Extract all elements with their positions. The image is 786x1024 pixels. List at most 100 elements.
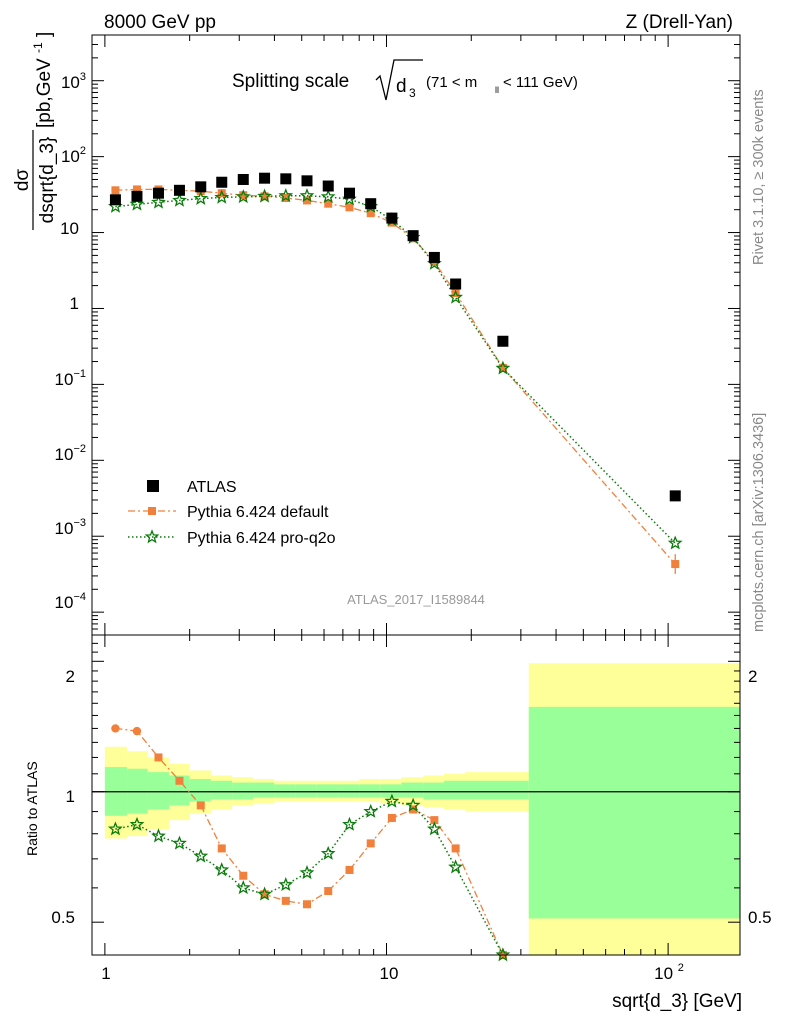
band-inner-bin: [232, 782, 254, 800]
point-pro: [448, 289, 463, 304]
ratio-point-default: [260, 890, 269, 899]
legend-label-atlas: ATLAS: [187, 479, 237, 496]
point-default: [302, 196, 311, 205]
ratio-uncertainty-bands: [104, 663, 740, 955]
point-atlas: [365, 198, 377, 210]
svg-text:Splitting scale: Splitting scale: [232, 71, 349, 92]
y-tick-1em3-exp: −3: [73, 517, 86, 529]
sqrt-symbol: [375, 59, 423, 101]
legend-label-default: Pythia 6.424 default: [187, 504, 329, 521]
ratio-point-pro: [299, 864, 315, 880]
point-default: [366, 209, 375, 218]
legend-label-pro: Pythia 6.424 pro-q2o: [187, 530, 336, 547]
ratio-tick-2-left: 2: [66, 667, 75, 686]
ratio-panel-content: [92, 724, 740, 962]
ylabel-numerator: dσ: [12, 169, 33, 192]
ratio-point-default: [345, 865, 354, 874]
ratio-point-pro: [129, 816, 145, 831]
header-left: 8000 GeV pp: [104, 12, 216, 33]
ratio-point-default: [217, 844, 226, 853]
point-pro: [129, 196, 145, 211]
svg-text:10−3: 10−3: [55, 517, 86, 538]
band-inner-bin: [147, 772, 170, 810]
svg-text:d: d: [396, 76, 407, 97]
ratio-point-pro: [257, 886, 273, 901]
point-atlas: [450, 278, 462, 290]
point-atlas: [386, 212, 398, 224]
ratio-tick-1-left: 1: [66, 787, 75, 806]
ratio-point-default: [409, 805, 418, 814]
ratio-point-default: [175, 776, 184, 785]
ratio-point-pro: [384, 793, 400, 808]
svg-text:10−4: 10−4: [55, 591, 86, 612]
ratio-point-pro: [342, 816, 357, 831]
point-default: [111, 186, 120, 195]
ratio-point-default: [451, 844, 460, 853]
upper-y-tick-labels: 103 102 10 1 10−1 10−2 10−3 10−4: [55, 71, 86, 612]
band-inner-bin: [210, 780, 233, 800]
point-atlas: [497, 335, 509, 347]
ratio-point-default: [111, 724, 120, 733]
ylabel-unit-sup: -1: [31, 42, 45, 53]
band-inner-bin: [380, 784, 402, 798]
point-atlas: [280, 173, 292, 185]
side-text-mcplots: mcplots.cern.ch [arXiv:1306.3436]: [751, 413, 767, 632]
legend-marker-atlas: [147, 480, 159, 492]
ratio-line-pro: [115, 800, 504, 956]
ratio-point-pro: [448, 859, 463, 874]
point-atlas: [259, 172, 271, 184]
analysis-id: ATLAS_2017_I1589844: [347, 592, 485, 607]
point-atlas: [301, 175, 313, 187]
band-inner-bin: [253, 782, 275, 798]
point-pro: [299, 187, 315, 203]
ratio-point-default: [281, 896, 290, 905]
band-inner-bin: [401, 782, 424, 798]
point-pro: [214, 189, 230, 204]
ratio-tick-05-right: 0.5: [748, 908, 772, 927]
plot-title-range-sub: ll: [495, 85, 499, 95]
svg-text:10 2: 10 2: [654, 962, 684, 983]
legend-star-shape: [144, 529, 160, 544]
plot-title-main: Splitting scale: [232, 71, 349, 92]
x-tick-label-100-base: 10: [654, 964, 673, 983]
point-pro: [320, 189, 336, 204]
point-atlas: [669, 490, 681, 502]
band-inner-bin: [189, 779, 211, 802]
ratio-point-default: [239, 871, 248, 880]
ratio-point-pro: [151, 828, 166, 843]
ratio-point-default: [132, 726, 142, 736]
point-pro: [172, 192, 187, 207]
point-default: [239, 191, 248, 200]
side-text-rivet: Rivet 3.1.10, ≥ 300k events: [751, 89, 767, 265]
svg-text:10−1: 10−1: [55, 368, 86, 389]
ratio-point-pro: [363, 803, 379, 818]
ratio-point-pro: [427, 821, 442, 836]
y-tick-1em2-base: 10: [55, 445, 74, 464]
y-axis-label-main: dσ dsqrt{d_3}: [12, 130, 58, 230]
band-inner-bin: [528, 706, 740, 919]
header-right: Z (Drell-Yan): [626, 12, 733, 33]
ratio-point-pro: [495, 947, 511, 962]
y-tick-1e1-base: 10: [60, 219, 79, 238]
band-inner-bin: [443, 780, 465, 800]
axes-ticks: [92, 34, 740, 955]
point-default: [345, 203, 354, 212]
band-inner-bin: [295, 784, 317, 798]
ratio-point-default: [324, 887, 333, 896]
svg-text:10−2: 10−2: [55, 443, 86, 464]
y-tick-1em3-base: 10: [55, 519, 74, 538]
band-inner-bin: [423, 782, 444, 800]
x-tick-labels: 1 10 10 2: [101, 962, 684, 983]
series-line-pro: [115, 195, 676, 544]
point-atlas: [407, 230, 419, 242]
ratio-point-pro: [107, 821, 123, 836]
ratio-point-default: [387, 813, 396, 822]
ylabel-denominator: dsqrt{d_3}: [37, 137, 58, 224]
ratio-point-pro: [214, 862, 230, 877]
y-tick-1em1-exp: −1: [73, 368, 86, 380]
point-atlas: [344, 187, 356, 199]
y-tick-1em4-exp: −4: [73, 591, 86, 603]
svg-text:< 111 GeV): < 111 GeV): [503, 74, 578, 91]
y-tick-1e0-base: 1: [70, 294, 79, 313]
